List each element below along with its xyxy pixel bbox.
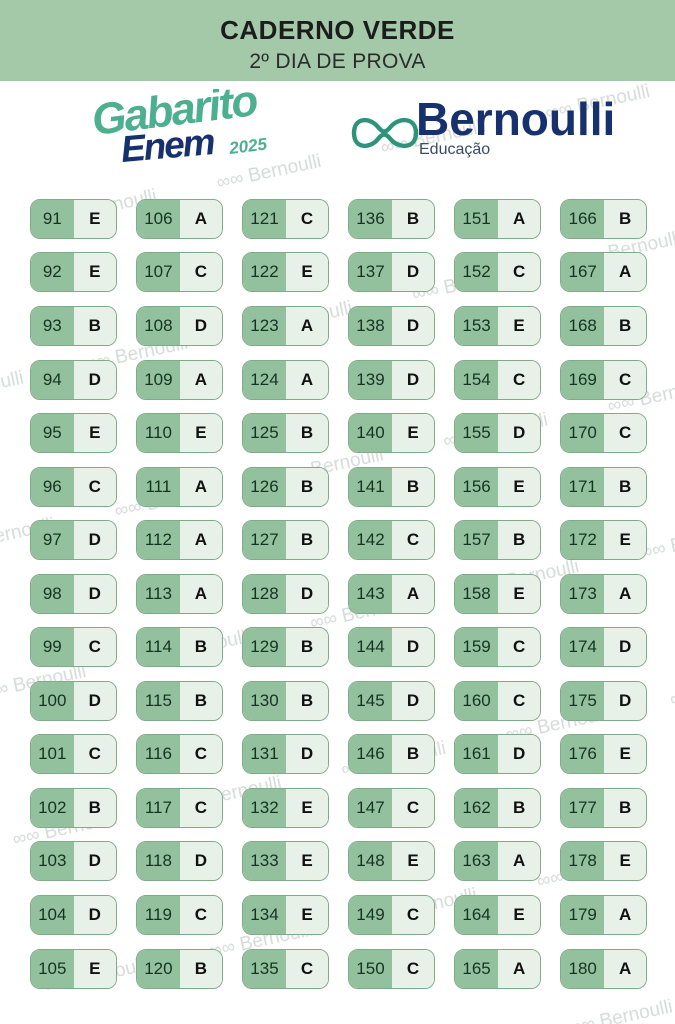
svg-text:2025: 2025 xyxy=(227,134,268,158)
svg-text:Enem: Enem xyxy=(119,121,216,170)
